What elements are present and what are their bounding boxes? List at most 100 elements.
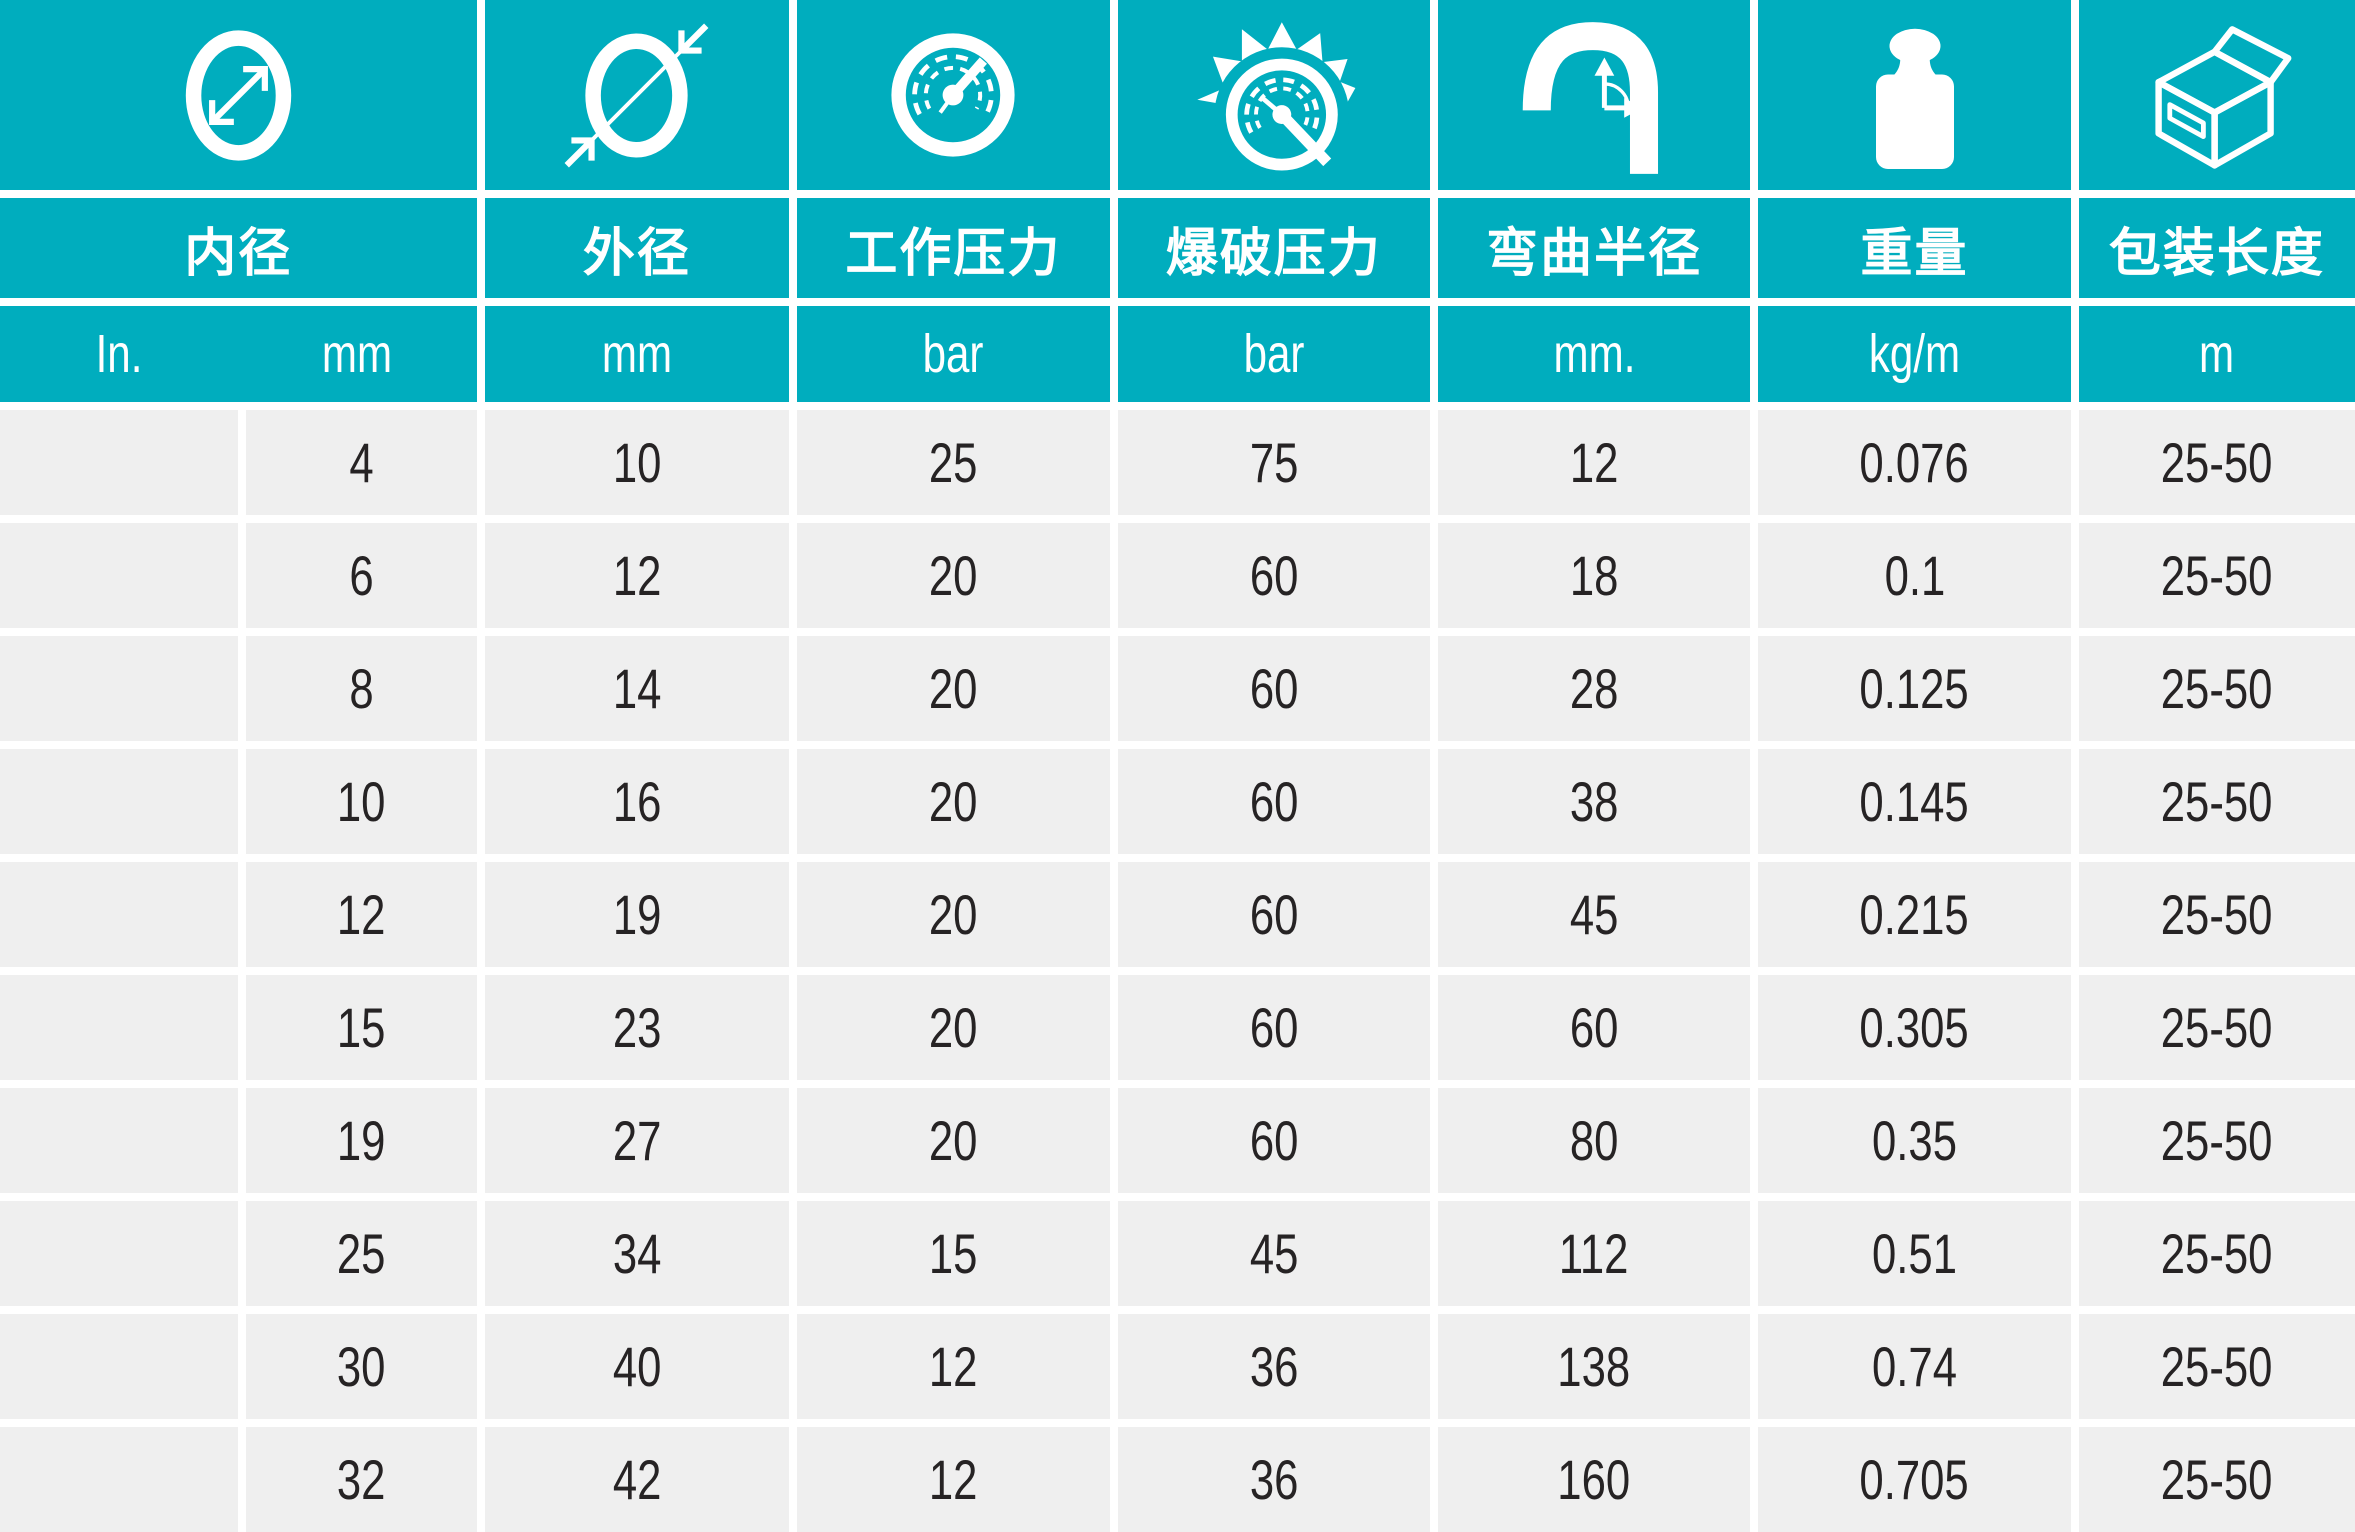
working-pressure-gauge-icon — [797, 0, 1110, 190]
column-header-inner-diameter: 内径 — [0, 198, 477, 298]
burst-pressure-icon — [1117, 0, 1430, 190]
cell-burst-pressure-bar: 60 — [1117, 975, 1430, 1080]
unit-bend-radius: mm. — [1437, 306, 1751, 402]
cell-outer-diameter-mm: 23 — [484, 975, 790, 1080]
cell-working-pressure-bar: 12 — [797, 1427, 1110, 1532]
cell-working-pressure-bar: 20 — [797, 862, 1110, 967]
column-header-bend-radius: 弯曲半径 — [1437, 198, 1751, 298]
cell-packing-length-m: 25-50 — [2078, 636, 2355, 741]
column-header-working-pressure: 工作压力 — [797, 198, 1110, 298]
cell-working-pressure-bar: 15 — [797, 1201, 1110, 1306]
column-header-burst-pressure: 爆破压力 — [1117, 198, 1430, 298]
unit-burst-pressure: bar — [1117, 306, 1430, 402]
cell-bend-radius-mm: 12 — [1437, 410, 1751, 515]
cell-outer-diameter-mm: 12 — [484, 523, 790, 628]
cell-bend-radius-mm: 28 — [1437, 636, 1751, 741]
cell-outer-diameter-mm: 42 — [484, 1427, 790, 1532]
inner-diameter-icon — [0, 0, 477, 190]
cell-packing-length-m: 25-50 — [2078, 1201, 2355, 1306]
cell-packing-length-m: 25-50 — [2078, 1088, 2355, 1193]
cell-working-pressure-bar: 20 — [797, 636, 1110, 741]
cell-working-pressure-bar: 20 — [797, 1088, 1110, 1193]
cell-inner-diameter-mm: 4 — [246, 410, 477, 515]
cell-inner-diameter-in — [0, 1314, 239, 1419]
cell-bend-radius-mm: 160 — [1437, 1427, 1751, 1532]
cell-weight-kg-m: 0.74 — [1758, 1314, 2071, 1419]
cell-inner-diameter-in — [0, 975, 239, 1080]
cell-packing-length-m: 25-50 — [2078, 749, 2355, 854]
cell-bend-radius-mm: 38 — [1437, 749, 1751, 854]
cell-weight-kg-m: 0.705 — [1758, 1427, 2071, 1532]
unit-weight: kg/m — [1758, 306, 2071, 402]
cell-weight-kg-m: 0.35 — [1758, 1088, 2071, 1193]
cell-inner-diameter-mm: 25 — [246, 1201, 477, 1306]
cell-packing-length-m: 25-50 — [2078, 523, 2355, 628]
cell-burst-pressure-bar: 75 — [1117, 410, 1430, 515]
unit-packing-length: m — [2078, 306, 2355, 402]
cell-weight-kg-m: 0.125 — [1758, 636, 2071, 741]
cell-packing-length-m: 25-50 — [2078, 862, 2355, 967]
outer-diameter-icon — [484, 0, 790, 190]
cell-bend-radius-mm: 138 — [1437, 1314, 1751, 1419]
cell-burst-pressure-bar: 36 — [1117, 1314, 1430, 1419]
cell-inner-diameter-mm: 12 — [246, 862, 477, 967]
cell-burst-pressure-bar: 45 — [1117, 1201, 1430, 1306]
cell-inner-diameter-in — [0, 862, 239, 967]
cell-weight-kg-m: 0.215 — [1758, 862, 2071, 967]
cell-burst-pressure-bar: 60 — [1117, 1088, 1430, 1193]
cell-inner-diameter-in — [0, 1201, 239, 1306]
cell-outer-diameter-mm: 16 — [484, 749, 790, 854]
cell-inner-diameter-mm: 32 — [246, 1427, 477, 1532]
cell-packing-length-m: 25-50 — [2078, 1314, 2355, 1419]
bend-radius-icon — [1437, 0, 1751, 190]
cell-inner-diameter-in — [0, 1427, 239, 1532]
cell-inner-diameter-mm: 8 — [246, 636, 477, 741]
packing-length-icon — [2078, 0, 2355, 190]
cell-weight-kg-m: 0.305 — [1758, 975, 2071, 1080]
cell-outer-diameter-mm: 10 — [484, 410, 790, 515]
cell-bend-radius-mm: 18 — [1437, 523, 1751, 628]
cell-packing-length-m: 25-50 — [2078, 975, 2355, 1080]
column-header-weight: 重量 — [1758, 198, 2071, 298]
unit-working-pressure: bar — [797, 306, 1110, 402]
unit-inner-diameter: In. mm — [0, 306, 477, 402]
cell-inner-diameter-in — [0, 410, 239, 515]
cell-outer-diameter-mm: 40 — [484, 1314, 790, 1419]
column-header-outer-diameter: 外径 — [484, 198, 790, 298]
cell-working-pressure-bar: 20 — [797, 749, 1110, 854]
cell-outer-diameter-mm: 14 — [484, 636, 790, 741]
cell-inner-diameter-in — [0, 1088, 239, 1193]
column-header-packing-length: 包装长度 — [2078, 198, 2355, 298]
cell-packing-length-m: 25-50 — [2078, 410, 2355, 515]
cell-working-pressure-bar: 20 — [797, 975, 1110, 1080]
cell-inner-diameter-mm: 19 — [246, 1088, 477, 1193]
weight-icon — [1758, 0, 2071, 190]
cell-weight-kg-m: 0.1 — [1758, 523, 2071, 628]
cell-outer-diameter-mm: 19 — [484, 862, 790, 967]
cell-inner-diameter-mm: 30 — [246, 1314, 477, 1419]
cell-inner-diameter-in — [0, 523, 239, 628]
cell-weight-kg-m: 0.51 — [1758, 1201, 2071, 1306]
cell-working-pressure-bar: 20 — [797, 523, 1110, 628]
cell-bend-radius-mm: 80 — [1437, 1088, 1751, 1193]
cell-burst-pressure-bar: 60 — [1117, 862, 1430, 967]
cell-outer-diameter-mm: 34 — [484, 1201, 790, 1306]
cell-working-pressure-bar: 12 — [797, 1314, 1110, 1419]
cell-inner-diameter-mm: 15 — [246, 975, 477, 1080]
cell-inner-diameter-mm: 6 — [246, 523, 477, 628]
cell-burst-pressure-bar: 36 — [1117, 1427, 1430, 1532]
cell-bend-radius-mm: 112 — [1437, 1201, 1751, 1306]
cell-inner-diameter-mm: 10 — [246, 749, 477, 854]
cell-weight-kg-m: 0.145 — [1758, 749, 2071, 854]
unit-outer-diameter: mm — [484, 306, 790, 402]
cell-bend-radius-mm: 45 — [1437, 862, 1751, 967]
cell-working-pressure-bar: 25 — [797, 410, 1110, 515]
cell-burst-pressure-bar: 60 — [1117, 523, 1430, 628]
cell-inner-diameter-in — [0, 636, 239, 741]
cell-burst-pressure-bar: 60 — [1117, 636, 1430, 741]
cell-burst-pressure-bar: 60 — [1117, 749, 1430, 854]
cell-outer-diameter-mm: 27 — [484, 1088, 790, 1193]
cell-weight-kg-m: 0.076 — [1758, 410, 2071, 515]
cell-inner-diameter-in — [0, 749, 239, 854]
